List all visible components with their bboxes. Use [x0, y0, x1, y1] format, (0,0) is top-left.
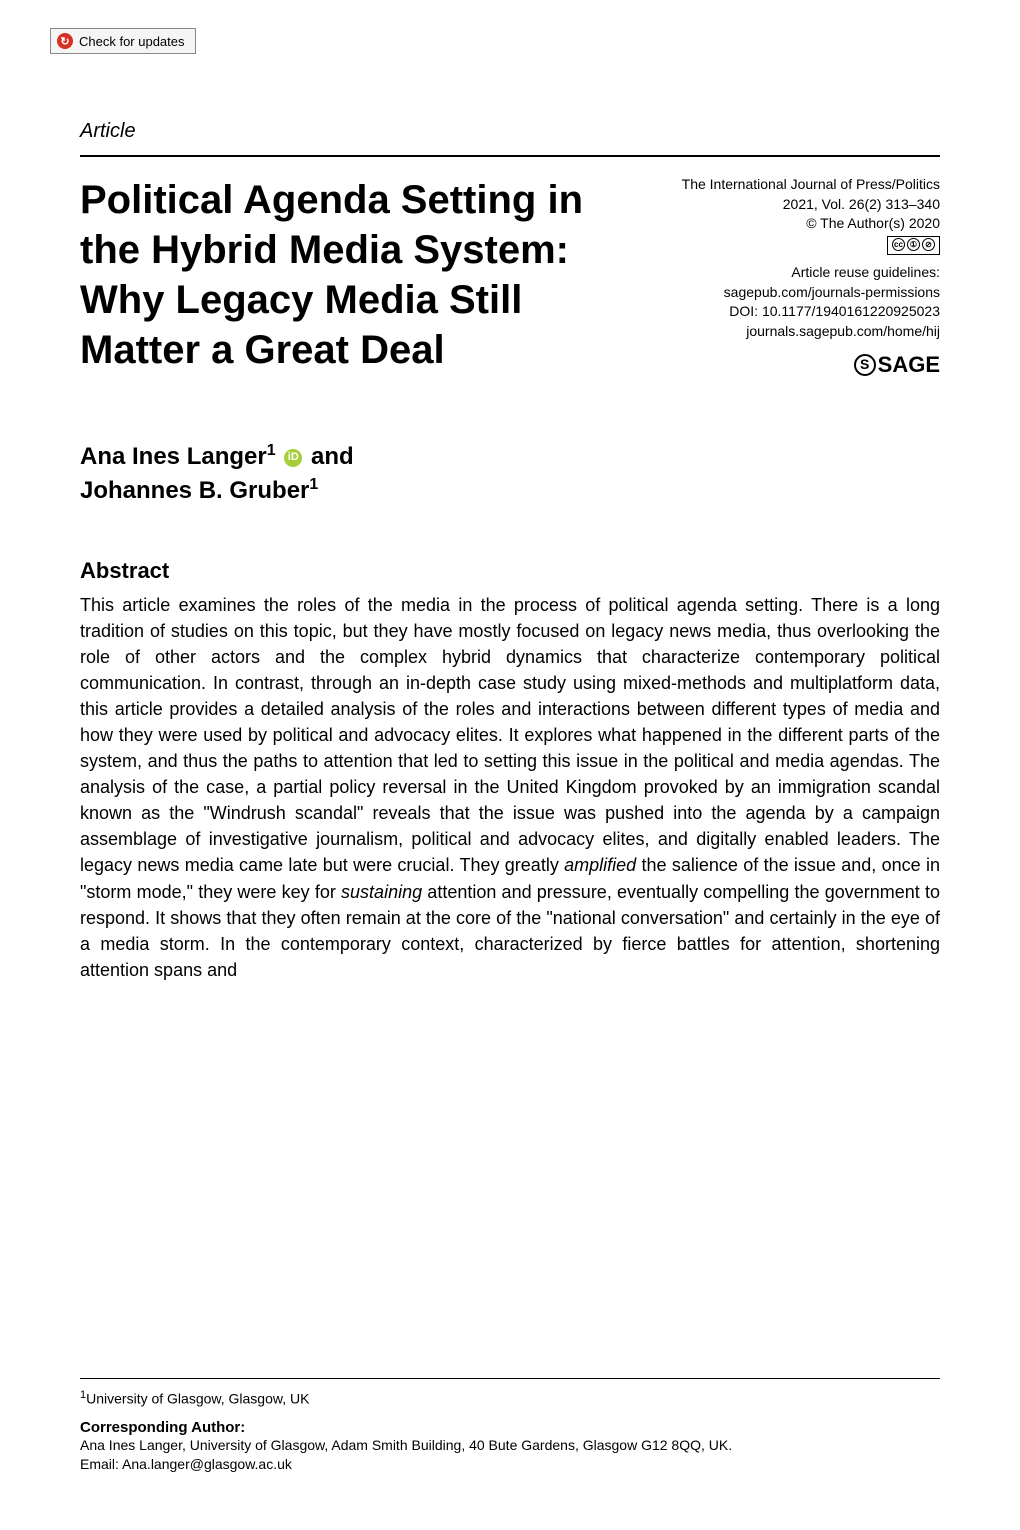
abstract-part1: This article examines the roles of the m… [80, 595, 940, 876]
article-type-label: Article [80, 120, 136, 143]
corresponding-author-email: Email: Ana.langer@glasgow.ac.uk [80, 1455, 940, 1475]
abstract-italic2: sustaining [341, 882, 422, 902]
footer-divider [80, 1378, 940, 1379]
check-updates-icon: ↻ [57, 33, 73, 49]
cc-by-icon: ① [907, 238, 920, 251]
copyright: © The Author(s) 2020 [660, 214, 940, 234]
author-1-name: Ana Ines Langer [80, 443, 267, 470]
authors-block: Ana Ines Langer1 iD and Johannes B. Grub… [80, 440, 940, 507]
corresponding-author-name: Ana Ines Langer, University of Glasgow, … [80, 1436, 940, 1456]
article-title: Political Agenda Setting in the Hybrid M… [80, 175, 620, 375]
doi: DOI: 10.1177/1940161220925023 [660, 302, 940, 322]
corresponding-author-heading: Corresponding Author: [80, 1419, 940, 1436]
content-area: Political Agenda Setting in the Hybrid M… [80, 175, 940, 983]
journal-url[interactable]: journals.sagepub.com/home/hij [660, 322, 940, 342]
sage-s-icon: S [854, 354, 876, 376]
publisher-name: SAGE [878, 350, 940, 381]
journal-name: The International Journal of Press/Polit… [660, 175, 940, 195]
abstract-italic1: amplified [564, 855, 636, 875]
check-updates-label: Check for updates [79, 34, 185, 49]
journal-meta: The International Journal of Press/Polit… [660, 175, 940, 380]
author-1-affil: 1 [267, 442, 276, 459]
author-1: Ana Ines Langer1 iD and [80, 440, 940, 474]
cc-nc-icon: ⊘ [922, 238, 935, 251]
orcid-icon[interactable]: iD [284, 449, 302, 467]
header-row: Political Agenda Setting in the Hybrid M… [80, 175, 940, 380]
cc-license-badge: cc ① ⊘ [660, 234, 940, 255]
author-2-affil: 1 [309, 476, 318, 493]
volume-issue: 2021, Vol. 26(2) 313–340 [660, 195, 940, 215]
cc-icon: cc [892, 238, 905, 251]
abstract-heading: Abstract [80, 558, 940, 584]
abstract-text: This article examines the roles of the m… [80, 592, 940, 983]
reuse-url[interactable]: sagepub.com/journals-permissions [660, 283, 940, 303]
affiliation: 1University of Glasgow, Glasgow, UK [80, 1389, 940, 1407]
author-2: Johannes B. Gruber1 [80, 474, 940, 508]
publisher-logo: S SAGE [660, 350, 940, 381]
author-2-name: Johannes B. Gruber [80, 477, 309, 504]
header-divider [80, 155, 940, 157]
author-and: and [311, 443, 354, 470]
footer-area: 1University of Glasgow, Glasgow, UK Corr… [80, 1378, 940, 1475]
affiliation-text: University of Glasgow, Glasgow, UK [86, 1391, 309, 1407]
check-updates-badge[interactable]: ↻ Check for updates [50, 28, 196, 54]
reuse-label: Article reuse guidelines: [660, 263, 940, 283]
